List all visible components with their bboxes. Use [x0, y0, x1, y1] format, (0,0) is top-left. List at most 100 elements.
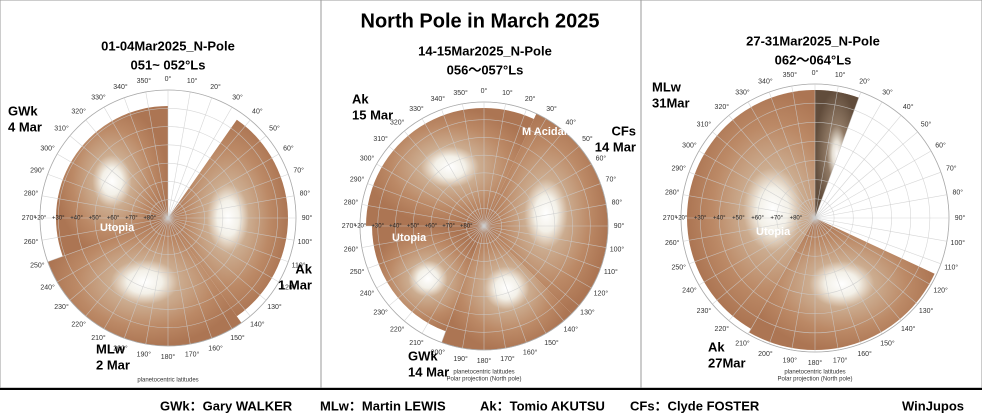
longitude-label: 0°	[481, 87, 488, 95]
grid-radial	[698, 150, 816, 219]
longitude-label: 180°	[808, 359, 823, 367]
longitude-label: 260°	[344, 245, 359, 253]
longitude-label: 300°	[682, 141, 697, 149]
longitude-label: 350°	[453, 89, 468, 97]
latitude-label: +60°	[751, 216, 764, 222]
observer-name: Ak	[708, 339, 725, 354]
longitude-label: 140°	[250, 320, 265, 328]
latitude-label: +30°	[694, 216, 707, 222]
observer-name: Ak	[295, 261, 312, 276]
grid-radial	[688, 217, 816, 265]
panel-title: 14-15Mar2025_N-Pole	[418, 43, 552, 58]
longitude-label: 140°	[564, 325, 579, 333]
latitude-label: +80°	[790, 216, 803, 222]
longitude-label: 320°	[71, 107, 86, 115]
grid-radial	[814, 217, 948, 242]
grid-radial	[814, 217, 839, 351]
grid-radial	[167, 119, 251, 219]
longitude-label: 160°	[208, 344, 223, 352]
grid-radial	[768, 217, 816, 345]
latitude-label: +20°	[34, 216, 47, 222]
longitude-label: 200°	[113, 344, 128, 352]
grid-radial	[388, 225, 485, 306]
longitude-label: 70°	[293, 166, 304, 174]
feature-label: Utopia	[756, 226, 791, 238]
grid-radial	[728, 115, 816, 219]
longitude-label: 170°	[833, 357, 848, 365]
grid-radial	[145, 217, 169, 345]
grid-radial	[814, 217, 883, 335]
longitude-label: 110°	[944, 263, 958, 271]
longitude-label: 220°	[71, 320, 86, 328]
longitude-label: 100°	[951, 239, 966, 247]
grid-radial	[483, 225, 592, 289]
longitude-label: 270°	[22, 214, 37, 222]
observer-name: CFs	[611, 123, 636, 138]
grid-radial	[56, 217, 169, 283]
longitude-label: 210°	[409, 339, 424, 347]
observer-date: 14 Mar	[595, 139, 636, 154]
grid-radial	[483, 225, 547, 334]
observer-name: GWk	[8, 103, 38, 118]
software-credit: WinJupos	[902, 398, 964, 413]
longitude-label: 50°	[921, 121, 932, 129]
panel-ls: 051~ 052°Ls	[131, 57, 206, 72]
grid-radial	[167, 217, 251, 317]
image-sector	[484, 113, 608, 314]
observer-date: 2 Mar	[96, 357, 130, 372]
longitude-label: 250°	[672, 263, 687, 271]
observer-name: MLw	[652, 79, 682, 94]
grid-radial	[167, 135, 267, 219]
longitude-label: 110°	[292, 261, 306, 269]
longitude-label: 220°	[390, 325, 405, 333]
panel-title: 01-04Mar2025_N-Pole	[101, 38, 235, 53]
longitude-label: 100°	[610, 245, 625, 253]
longitude-label: 230°	[54, 303, 69, 311]
grid-radial	[688, 171, 816, 219]
footnote: planetocentric latitudes	[137, 378, 198, 384]
longitude-label: 350°	[783, 71, 798, 79]
grid-radial	[361, 204, 485, 227]
longitude-label: 310°	[54, 124, 69, 132]
grid-radial	[814, 91, 862, 219]
longitude-label: 180°	[477, 357, 492, 365]
grid-radial	[483, 163, 592, 227]
longitude-label: 130°	[919, 307, 934, 315]
longitude-label: 90°	[614, 222, 625, 230]
legend-entry: GWk：Gary WALKER	[160, 398, 293, 413]
longitude-label: 240°	[682, 286, 697, 294]
latitude-label: +50°	[89, 216, 102, 222]
longitude-label: 20°	[525, 95, 536, 103]
grid-radial	[167, 217, 295, 241]
longitude-label: 150°	[544, 339, 559, 347]
latitude-label: +20°	[354, 224, 367, 230]
grid-radial	[483, 109, 527, 227]
latitude-label: +30°	[52, 216, 65, 222]
longitude-label: 20°	[210, 83, 221, 91]
longitude-label: 60°	[283, 144, 294, 152]
grid-radial	[483, 146, 580, 227]
latitude-label: +40°	[713, 216, 726, 222]
longitude-label: 190°	[783, 357, 798, 365]
longitude-label: 150°	[880, 339, 895, 347]
longitude-label: 160°	[857, 350, 872, 358]
grid-radial	[167, 217, 191, 345]
longitude-label: 290°	[30, 166, 45, 174]
latitude-label: +30°	[371, 224, 384, 230]
longitude-label: 320°	[715, 103, 730, 111]
grid-radial	[376, 163, 485, 227]
grid-radial	[388, 146, 485, 227]
latitude-label: +20°	[675, 216, 688, 222]
grid-radial	[462, 225, 485, 349]
longitude-label: 190°	[137, 351, 152, 359]
footnote: planetocentric latitudes	[453, 370, 514, 376]
longitude-label: 340°	[758, 78, 773, 86]
latitude-label: +80°	[460, 224, 473, 230]
grid-radial	[167, 106, 233, 219]
longitude-label: 340°	[431, 95, 446, 103]
longitude-label: 40°	[903, 103, 914, 111]
grid-radial	[483, 225, 527, 343]
grid-radial	[85, 217, 169, 317]
observer-name: Ak	[352, 91, 369, 106]
